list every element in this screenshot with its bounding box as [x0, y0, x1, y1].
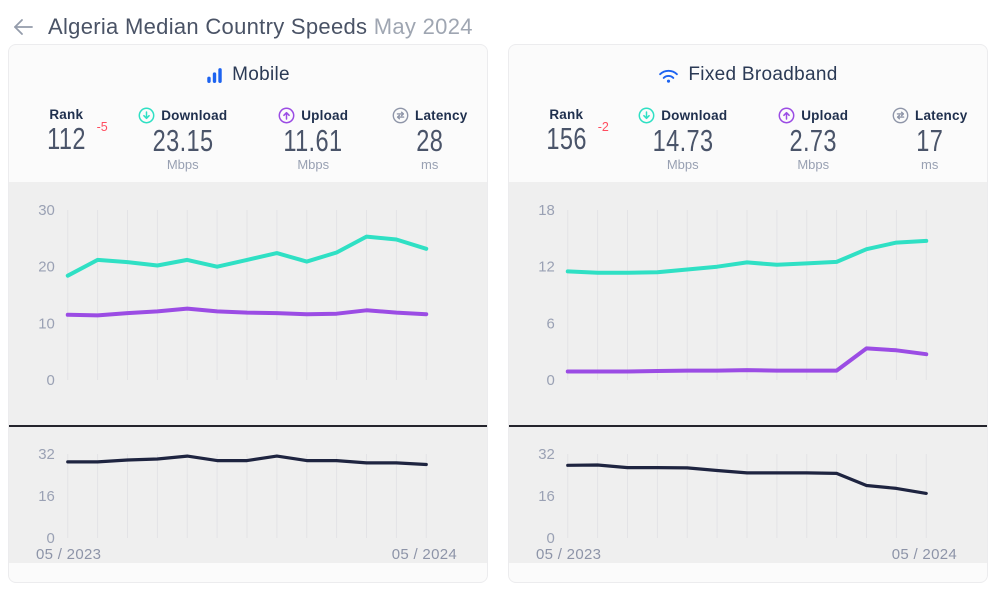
svg-text:0: 0 [546, 372, 554, 389]
fixed-download-unit: Mbps [666, 157, 699, 173]
svg-text:32: 32 [38, 445, 55, 462]
fixed-rank-value: 156 -2 [546, 120, 609, 156]
fixed-latency-label: Latency [892, 107, 967, 124]
download-icon [638, 107, 655, 124]
mobile-download-label: Download [138, 107, 227, 124]
page-header: Algeria Median Country Speeds May 2024 [0, 0, 1000, 40]
fixed-rank-delta: -2 [597, 120, 609, 134]
fixed-download-value: 14.73 [652, 123, 714, 158]
mobile-latency-value: 28 [416, 123, 444, 158]
fixed-stats-row: Rank 156 -2 Download 14.73 Mbps [509, 97, 987, 182]
mobile-upload-value: 11.61 [283, 123, 343, 158]
svg-text:32: 32 [538, 445, 555, 462]
mobile-latency-label: Latency [392, 107, 467, 124]
mobile-upload-stat: Upload 11.61 Mbps [248, 97, 378, 182]
mobile-upload-unit: Mbps [297, 157, 330, 173]
mobile-speed-chart: 0 10 20 30 [38, 202, 429, 389]
latency-icon [392, 107, 409, 124]
mobile-rank-value: 112 -5 [46, 120, 108, 156]
mobile-latency-stat: Latency 28 ms [378, 97, 481, 182]
fixed-panel-title: Fixed Broadband [509, 45, 987, 97]
upload-icon [778, 107, 795, 124]
svg-text:0: 0 [46, 529, 54, 544]
fixed-upload-label: Upload [778, 107, 848, 124]
x-start-label: 05 / 2023 [36, 545, 102, 563]
fixed-speed-chart: 0 6 12 18 [538, 202, 929, 389]
svg-text:16: 16 [538, 487, 555, 504]
mobile-download-unit: Mbps [166, 157, 199, 173]
download-icon [138, 107, 155, 124]
svg-text:18: 18 [538, 202, 555, 219]
fixed-download-stat: Download 14.73 Mbps [618, 97, 748, 182]
page-title-date: May 2024 [373, 14, 473, 39]
svg-text:16: 16 [38, 487, 55, 504]
mobile-rank-stat: Rank 112 -5 [15, 97, 118, 182]
mobile-x-axis-labels: 05 / 2023 05 / 2024 [9, 545, 487, 563]
mobile-charts: 0 10 20 30 0 16 32 05 / 2023 05 / 2024 [9, 182, 487, 563]
fixed-latency-value: 17 [916, 123, 944, 158]
mobile-latency-chart: 0 16 32 [38, 445, 428, 545]
fixed-broadband-panel: Fixed Broadband Rank 156 -2 Downl [508, 44, 988, 583]
back-arrow-icon [14, 19, 33, 35]
svg-text:20: 20 [38, 259, 55, 276]
mobile-rank-delta: -5 [96, 120, 108, 134]
svg-text:30: 30 [38, 202, 55, 219]
wifi-icon [659, 69, 679, 83]
x-start-label: 05 / 2023 [536, 545, 602, 563]
chart-separator-line [9, 425, 487, 427]
chart-separator-line [509, 425, 987, 427]
svg-text:12: 12 [538, 259, 555, 276]
x-end-label: 05 / 2024 [391, 545, 457, 563]
fixed-rank-label: Rank [549, 107, 584, 122]
fixed-panel-title-text: Fixed Broadband [688, 64, 838, 85]
fixed-latency-unit: ms [921, 157, 939, 173]
fixed-latency-stat: Latency 17 ms [878, 97, 981, 182]
mobile-rank-label: Rank [49, 107, 84, 122]
fixed-charts: 0 6 12 18 0 16 32 05 / 2023 05 / 2024 [509, 182, 987, 563]
panels-row: Mobile Rank 112 -5 Download [0, 40, 1000, 583]
fixed-upload-stat: Upload 2.73 Mbps [748, 97, 878, 182]
svg-text:6: 6 [546, 315, 554, 332]
fixed-latency-chart: 0 16 32 [538, 445, 928, 545]
fixed-download-label: Download [638, 107, 727, 124]
fixed-upload-value: 2.73 [789, 123, 837, 158]
page-title: Algeria Median Country Speeds May 2024 [48, 14, 473, 40]
svg-text:10: 10 [38, 315, 55, 332]
fixed-rank-stat: Rank 156 -2 [515, 97, 618, 182]
mobile-download-stat: Download 23.15 Mbps [118, 97, 248, 182]
upload-icon [278, 107, 295, 124]
latency-icon [892, 107, 909, 124]
page-title-text: Algeria Median Country Speeds [48, 14, 368, 39]
svg-text:0: 0 [546, 529, 554, 544]
fixed-upload-unit: Mbps [797, 157, 830, 173]
mobile-upload-label: Upload [278, 107, 348, 124]
back-button[interactable] [10, 16, 36, 38]
svg-text:0: 0 [46, 372, 54, 389]
mobile-stats-row: Rank 112 -5 Download 23.15 Mbps [9, 97, 487, 182]
x-end-label: 05 / 2024 [891, 545, 957, 563]
mobile-panel-title-text: Mobile [232, 64, 290, 85]
mobile-download-value: 23.15 [152, 123, 214, 158]
mobile-panel: Mobile Rank 112 -5 Download [8, 44, 488, 583]
mobile-latency-unit: ms [421, 157, 439, 173]
mobile-signal-bars-icon [207, 67, 222, 83]
mobile-panel-title: Mobile [9, 45, 487, 97]
fixed-x-axis-labels: 05 / 2023 05 / 2024 [509, 545, 987, 563]
